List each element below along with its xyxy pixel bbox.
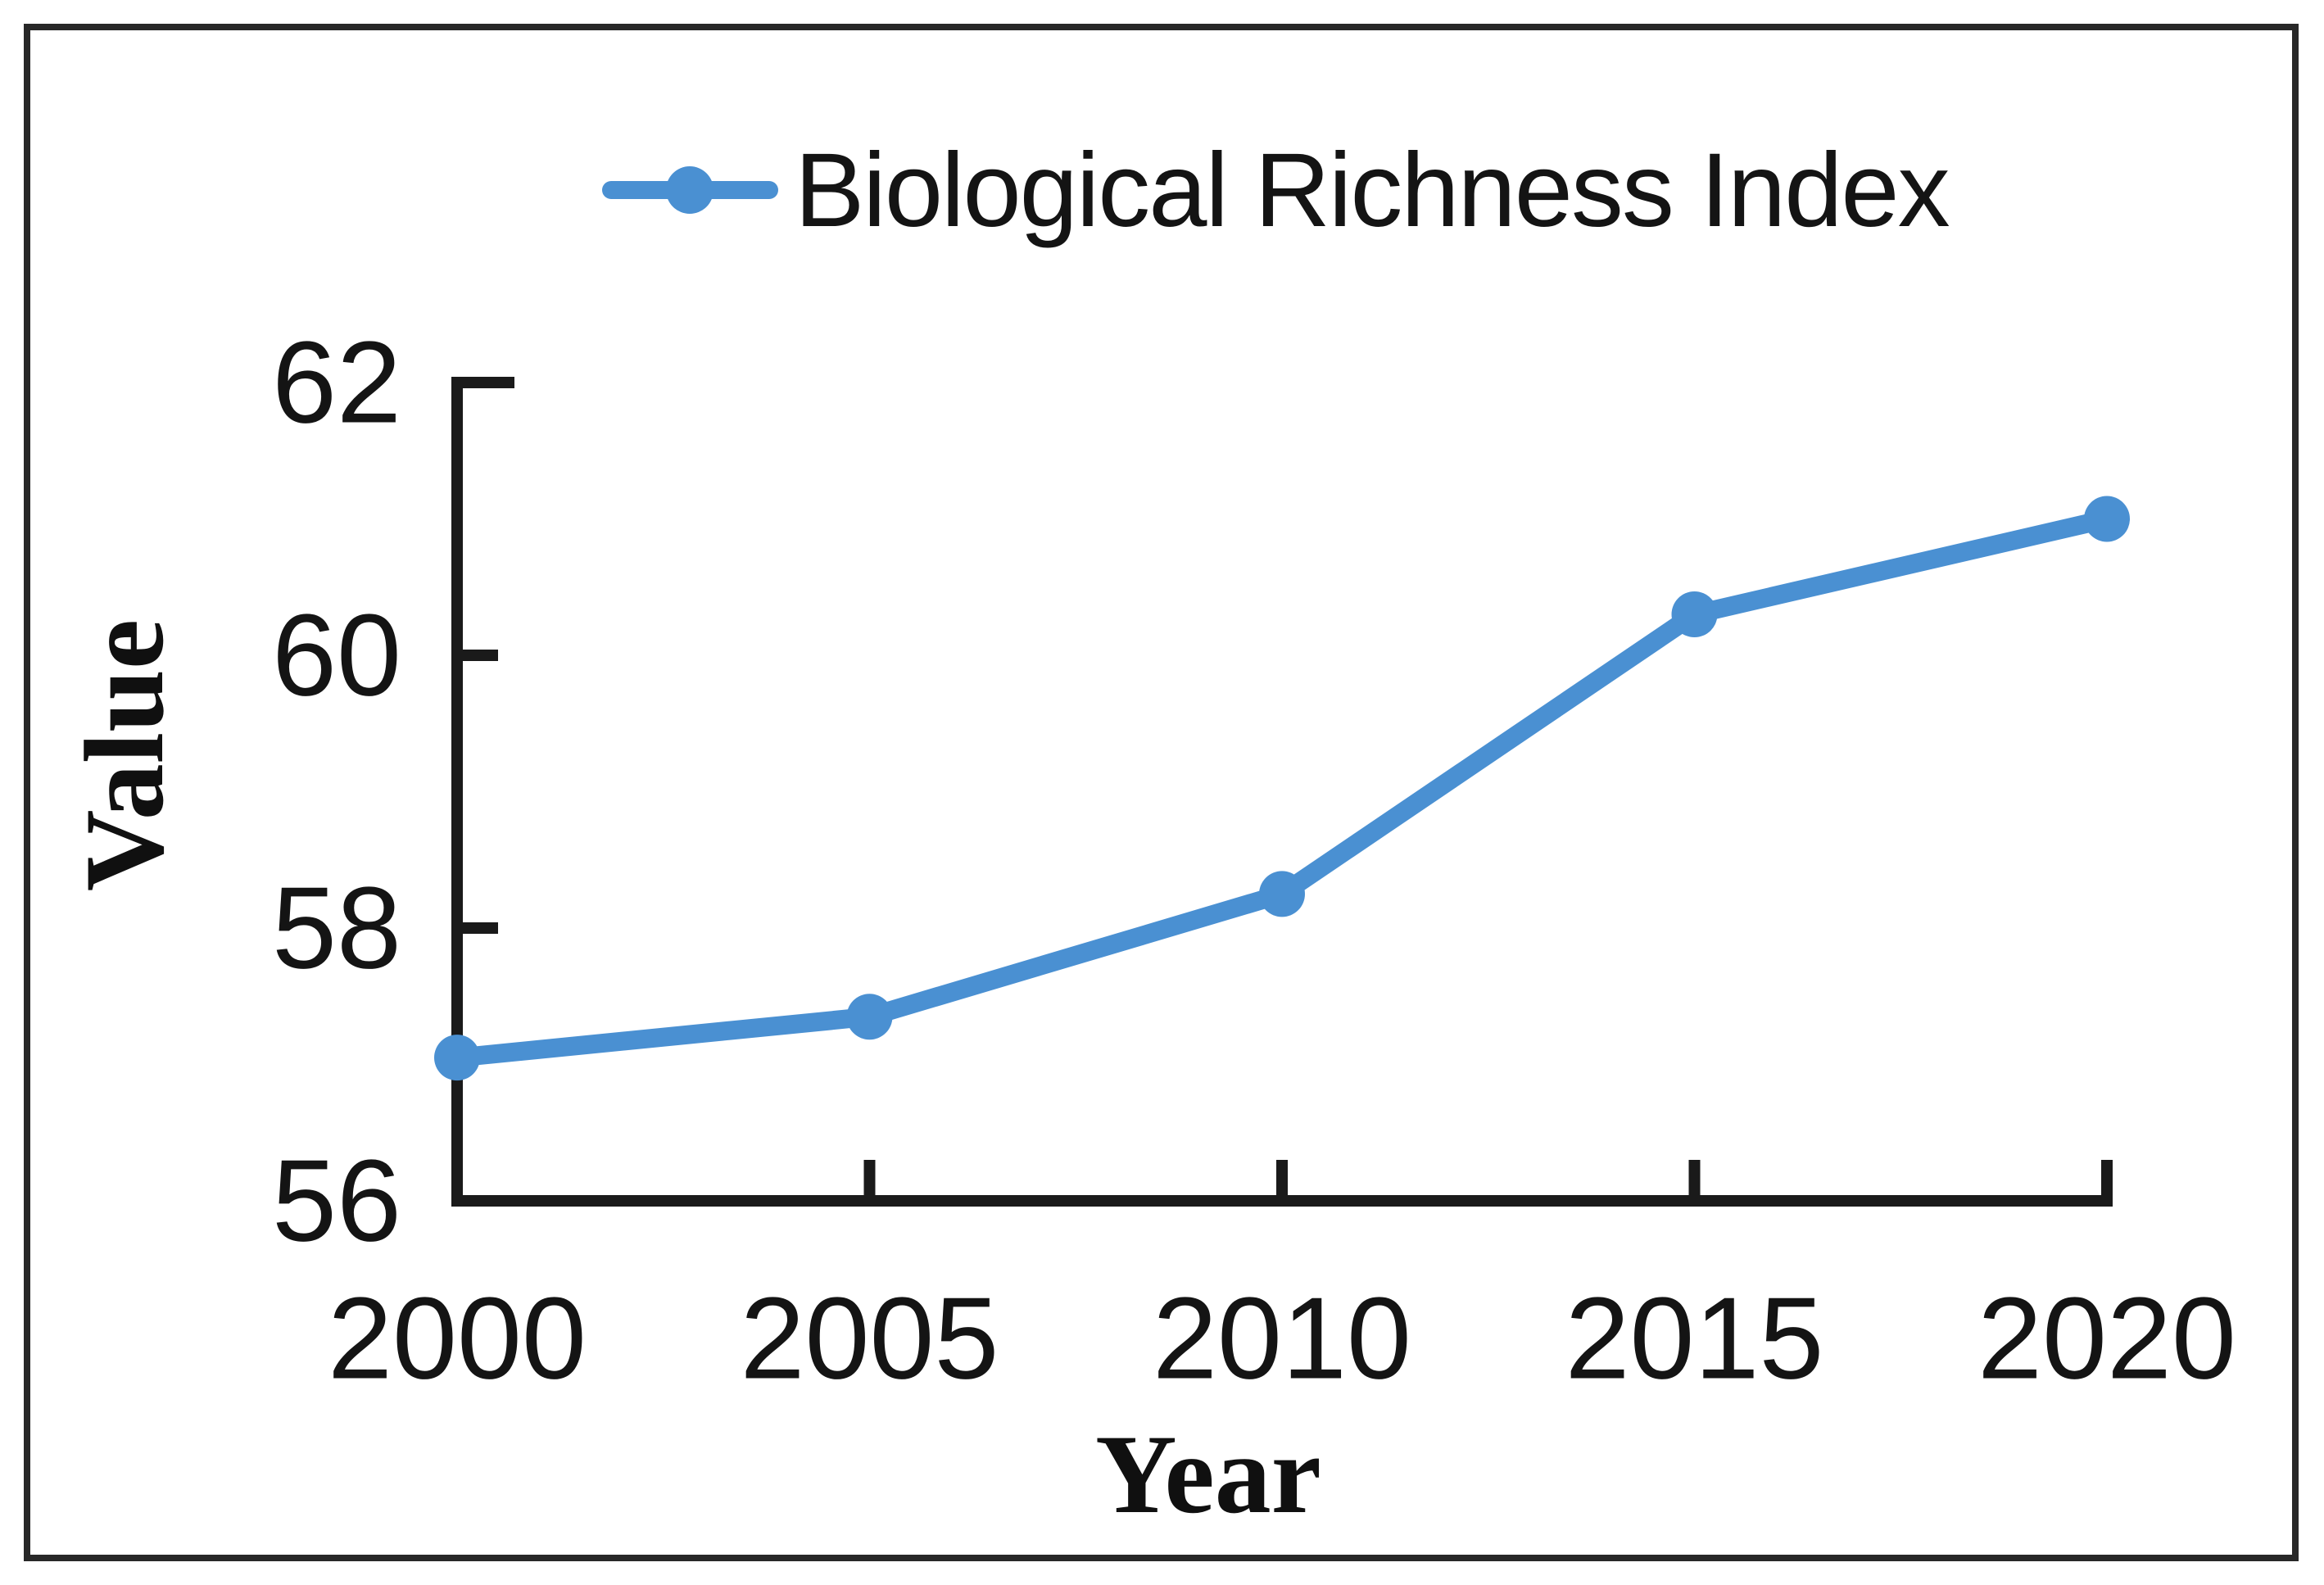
chart-legend: Biological Richness Index bbox=[602, 125, 1950, 256]
y-axis-title: Value bbox=[61, 618, 187, 892]
x-tick-label: 2000 bbox=[328, 1274, 587, 1404]
series-line bbox=[447, 509, 2117, 1067]
data-point-marker bbox=[434, 1035, 480, 1081]
legend-dot-icon bbox=[666, 166, 714, 214]
y-tick-label: 62 bbox=[272, 318, 401, 448]
axis-lines bbox=[451, 377, 2113, 1207]
data-point-marker bbox=[846, 994, 893, 1040]
x-tick-label: 2005 bbox=[741, 1274, 999, 1404]
legend-series-label: Biological Richness Index bbox=[795, 131, 1950, 249]
data-point-marker bbox=[2084, 496, 2130, 542]
legend-line-marker-icon bbox=[602, 125, 778, 256]
figure-border bbox=[24, 24, 2299, 1561]
y-tick-label: 58 bbox=[272, 863, 401, 994]
data-point-marker bbox=[1671, 591, 1718, 638]
x-tick-label: 2020 bbox=[1977, 1274, 2236, 1404]
y-tick-label: 56 bbox=[272, 1136, 401, 1266]
x-tick-label: 2015 bbox=[1565, 1274, 1824, 1404]
y-tick-label: 60 bbox=[272, 591, 401, 721]
x-tick-label: 2010 bbox=[1153, 1274, 1411, 1404]
x-axis-title: Year bbox=[1095, 1411, 1321, 1537]
data-point-marker bbox=[1259, 871, 1305, 917]
